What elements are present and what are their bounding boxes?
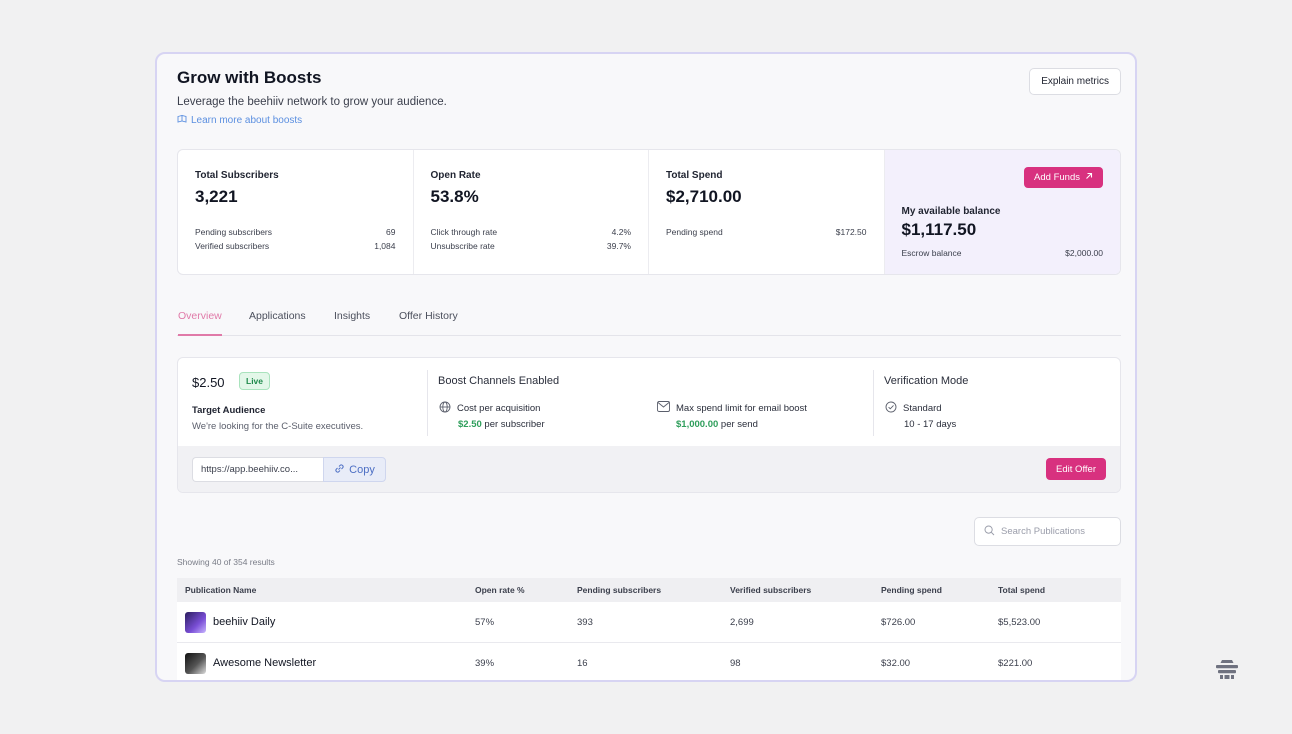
status-badge: Live: [239, 372, 271, 390]
mail-icon: [657, 401, 670, 415]
add-funds-button[interactable]: Add Funds: [1024, 167, 1103, 188]
stat-label: Total Spend: [666, 170, 723, 181]
learn-more-link[interactable]: Learn more about boosts: [177, 114, 302, 127]
stat-label: Open Rate: [430, 170, 481, 181]
boost-channels-title: Boost Channels Enabled: [438, 375, 560, 387]
tab-insights[interactable]: Insights: [334, 310, 371, 322]
cell-verified-subscribers: 2,699: [730, 616, 754, 628]
stat-row: Pending subscribers 69: [195, 227, 396, 237]
cell-open-rate: 57%: [475, 616, 495, 628]
search-icon: [984, 523, 995, 541]
cell-pending-spend: $32.00: [881, 657, 911, 669]
beehiiv-logo-icon: [1214, 657, 1240, 681]
learn-more-label: Learn more about boosts: [191, 115, 303, 126]
divider: [427, 370, 428, 436]
explain-metrics-button[interactable]: Explain metrics: [1029, 68, 1121, 95]
link-icon: [334, 463, 345, 477]
stat-open-rate: Open Rate 53.8% Click through rate 4.2% U…: [414, 150, 649, 274]
book-icon: [177, 114, 187, 127]
cell-pending-spend: $726.00: [881, 616, 916, 628]
stat-value: $2,710.00: [666, 187, 742, 206]
channel-cost-per-acquisition: Cost per acquisition: [439, 401, 540, 416]
channel-email-value: $1,000.00 per send: [676, 419, 758, 430]
globe-icon: [439, 401, 451, 416]
target-audience-description: We're looking for the C-Suite executives…: [192, 421, 364, 432]
channel-label: Max spend limit for email boost: [676, 402, 807, 414]
tab-applications[interactable]: Applications: [249, 310, 306, 322]
cell-pending-subscribers: 16: [577, 657, 588, 669]
offer-price: $2.50: [192, 375, 225, 390]
offer-url-field[interactable]: [192, 457, 323, 482]
search-input[interactable]: [1001, 526, 1111, 537]
publications-table: Publication Name Open rate % Pending sub…: [177, 578, 1121, 680]
cell-pending-subscribers: 393: [577, 616, 593, 628]
stat-available-balance: Add Funds My available balance $1,117.50…: [884, 150, 1120, 274]
divider: [873, 370, 874, 436]
column-header[interactable]: Total spend: [998, 585, 1046, 595]
check-circle-icon: [885, 401, 897, 416]
column-header[interactable]: Verified subscribers: [730, 585, 812, 595]
publication-name[interactable]: beehiiv Daily: [213, 616, 276, 628]
stat-row: Pending spend $172.50: [666, 227, 867, 237]
stat-row: Escrow balance $2,000.00: [901, 248, 1104, 258]
verification-value: Standard: [903, 403, 942, 414]
copy-label: Copy: [349, 463, 375, 476]
verification-days: 10 - 17 days: [904, 419, 957, 430]
channel-label: Cost per acquisition: [457, 403, 541, 414]
cell-open-rate: 39%: [475, 657, 495, 669]
page-title: Grow with Boosts: [177, 68, 322, 87]
stat-total-spend: Total Spend $2,710.00 Pending spend $172.…: [649, 150, 885, 274]
page-subtitle: Leverage the beehiiv network to grow you…: [177, 96, 447, 108]
publication-avatar: [185, 652, 206, 674]
add-funds-label: Add Funds: [1034, 172, 1080, 183]
stat-row: Click through rate 4.2%: [430, 227, 632, 237]
column-header[interactable]: Pending spend: [881, 585, 942, 595]
verification-standard: Standard: [885, 401, 942, 416]
edit-offer-button[interactable]: Edit Offer: [1046, 458, 1106, 480]
offer-card: $2.50 Live Target Audience We're looking…: [177, 357, 1121, 493]
column-header[interactable]: Publication Name: [185, 585, 257, 595]
stat-label: My available balance: [901, 206, 1001, 217]
publication-avatar: [185, 611, 206, 633]
tab-overview[interactable]: Overview: [178, 310, 222, 336]
stat-row: Verified subscribers 1,084: [195, 241, 396, 251]
boosts-content: Grow with Boosts Leverage the beehiiv ne…: [175, 54, 1121, 680]
tab-offer-history[interactable]: Offer History: [399, 310, 458, 322]
channel-cost-value: $2.50 per subscriber: [458, 419, 545, 430]
target-audience-label: Target Audience: [192, 405, 266, 416]
table-row[interactable]: Awesome Newsletter 39% 16 98 $32.00 $221…: [177, 643, 1121, 680]
stats-bar: Total Subscribers 3,221 Pending subscrib…: [177, 149, 1121, 275]
verification-mode-title: Verification Mode: [884, 375, 969, 387]
copy-button[interactable]: Copy: [323, 457, 386, 482]
column-header[interactable]: Open rate %: [475, 585, 525, 595]
results-count: Showing 40 of 354 results: [177, 557, 275, 567]
stat-value: 3,221: [195, 187, 238, 206]
boosts-panel: Grow with Boosts Leverage the beehiiv ne…: [155, 52, 1137, 682]
tab-bar: Overview Applications Insights Offer His…: [177, 304, 1121, 336]
stat-total-subscribers: Total Subscribers 3,221 Pending subscrib…: [178, 150, 414, 274]
offer-actions: Copy Edit Offer: [178, 446, 1120, 492]
cell-total-spend: $5,523.00: [998, 616, 1041, 628]
stat-label: Total Subscribers: [195, 170, 279, 181]
stat-value: 53.8%: [430, 187, 479, 206]
stat-row: Unsubscribe rate 39.7%: [430, 241, 632, 251]
cell-total-spend: $221.00: [998, 657, 1033, 669]
stat-value: $1,117.50: [901, 220, 977, 239]
cell-verified-subscribers: 98: [730, 657, 741, 669]
table-header: Publication Name Open rate % Pending sub…: [177, 578, 1121, 602]
publication-name[interactable]: Awesome Newsletter: [213, 657, 317, 669]
search-publications[interactable]: [974, 517, 1121, 546]
table-row[interactable]: beehiiv Daily 57% 393 2,699 $726.00 $5,5…: [177, 602, 1121, 643]
channel-email-boost: Max spend limit for email boost: [657, 401, 807, 415]
arrow-up-right-icon: [1085, 172, 1093, 183]
column-header[interactable]: Pending subscribers: [577, 585, 662, 595]
